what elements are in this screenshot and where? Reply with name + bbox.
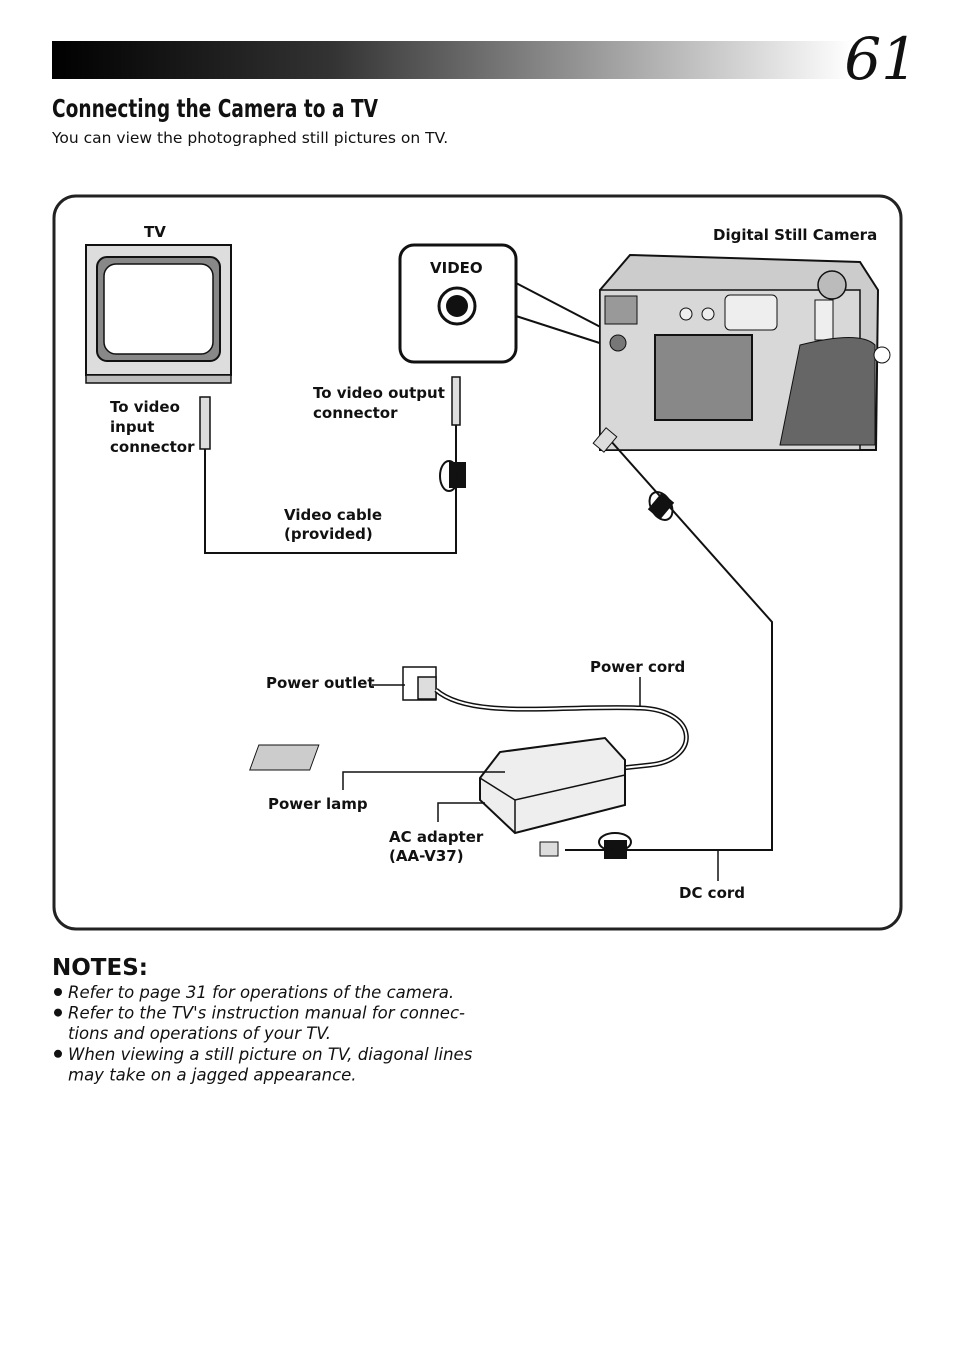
power-cord (402, 666, 689, 771)
page-number: 61 (844, 25, 918, 93)
title: Connecting the Camera to a TV (52, 94, 378, 123)
ac-adapter (249, 736, 626, 835)
video-cable-label: (provided) (284, 525, 373, 543)
subtitle: You can view the photographed still pict… (51, 129, 448, 147)
camera-label: Digital Still Camera (713, 226, 877, 244)
dc-cord-label: DC cord (679, 884, 745, 902)
tv-label: TV (144, 223, 166, 241)
notes-heading: NOTES: (52, 955, 148, 981)
video-cable-label: Video cable (284, 506, 382, 524)
camera-illustration (599, 253, 891, 451)
video-jack-callout (398, 243, 613, 364)
notes-list: Refer to page 31 for operations of the c… (54, 983, 473, 1084)
video-output-label: To video output (313, 384, 445, 402)
note-text: tions and operations of your TV. (68, 1024, 331, 1043)
bullet (54, 1049, 62, 1058)
note-text: Refer to page 31 for operations of the c… (68, 983, 454, 1002)
leader-lines (342, 677, 719, 881)
power-lamp-label: Power lamp (268, 795, 368, 813)
video-cable (199, 376, 466, 554)
video-jack-label: VIDEO (430, 259, 483, 277)
header-bar (52, 41, 852, 79)
video-output-label: connector (313, 404, 398, 422)
video-input-label: input (110, 418, 154, 436)
ac-adapter-label: AC adapter (389, 828, 484, 846)
ac-adapter-label: (AA-V37) (389, 847, 464, 865)
dc-cord (539, 427, 773, 859)
note-text: Refer to the TV's instruction manual for… (68, 1004, 465, 1023)
bullet (54, 988, 62, 996)
video-input-label: connector (110, 438, 195, 456)
power-outlet-label: Power outlet (266, 674, 375, 692)
note-text: may take on a jagged appearance. (68, 1065, 357, 1084)
bullet (54, 1008, 62, 1017)
diagram-frame (52, 194, 903, 931)
video-input-label: To video (110, 398, 180, 416)
power-cord-label: Power cord (590, 658, 685, 676)
note-text: When viewing a still picture on TV, diag… (68, 1045, 473, 1064)
tv-illustration (85, 244, 232, 384)
